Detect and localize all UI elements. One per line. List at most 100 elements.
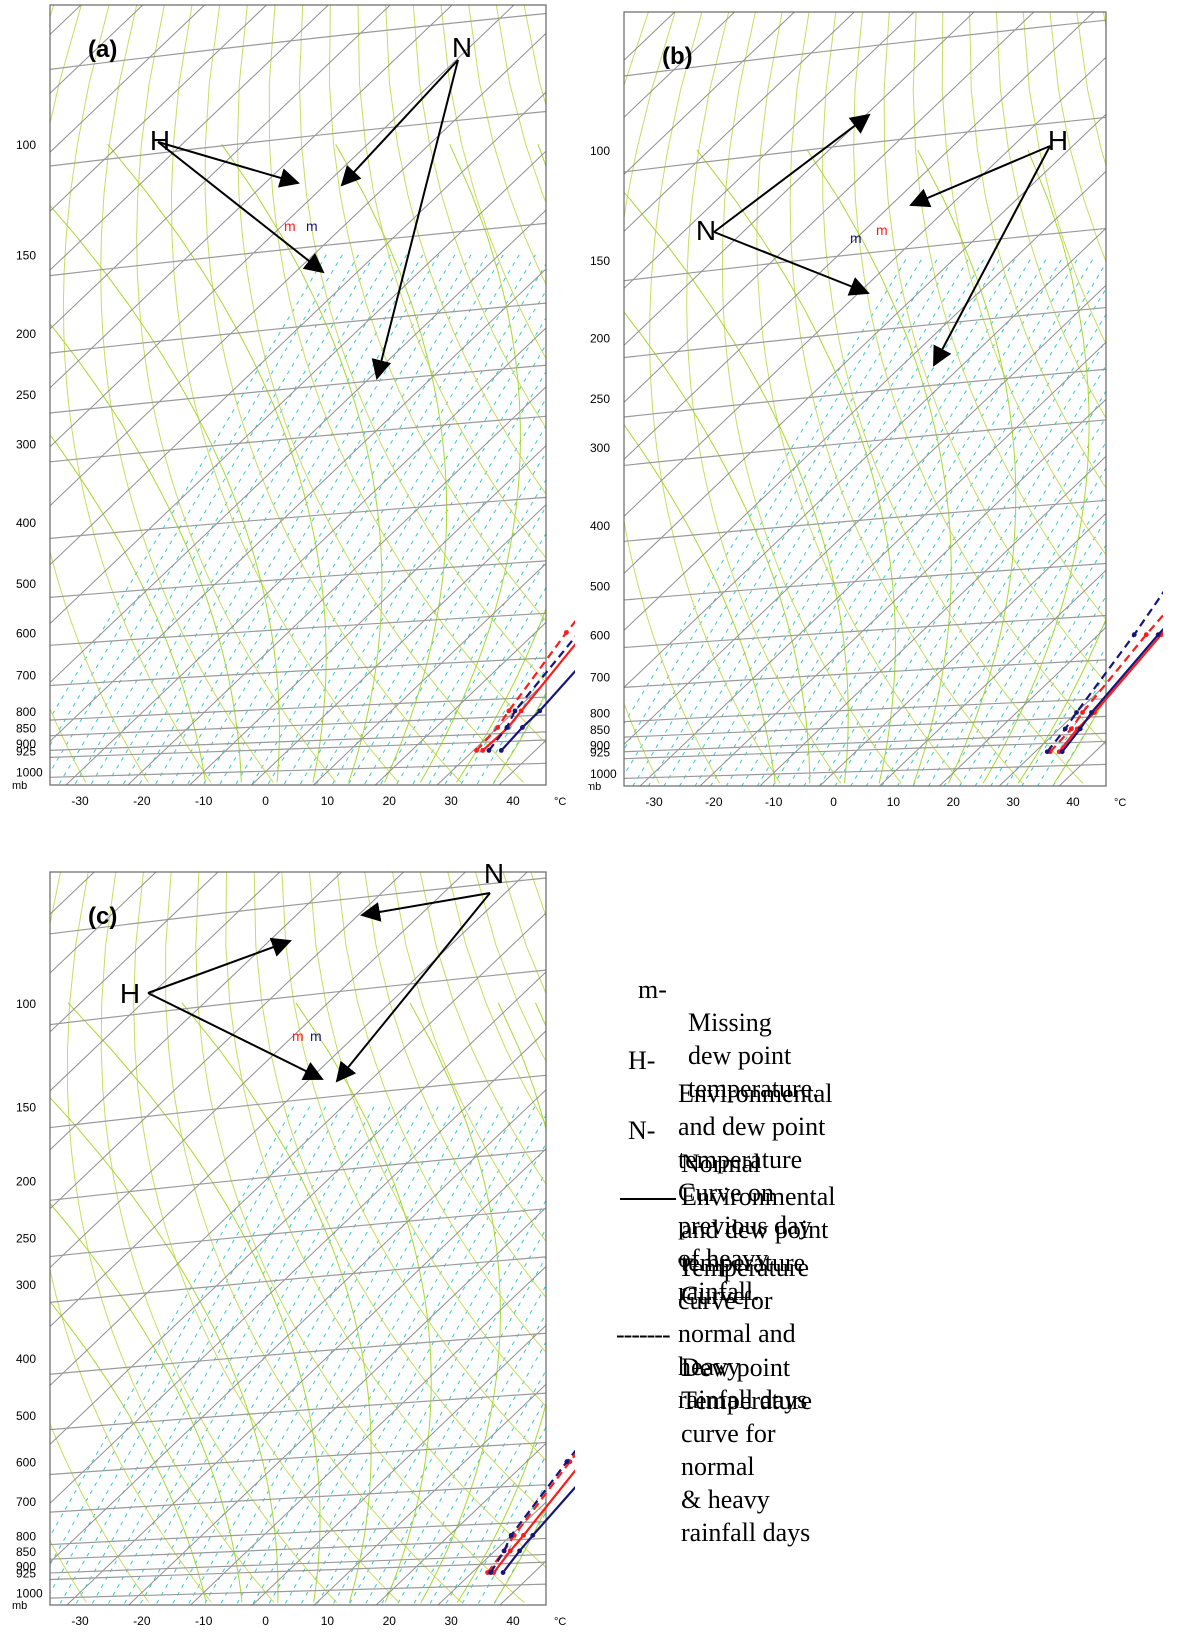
mixing-ratio-line [772, 259, 1093, 786]
mixing-ratio-line [50, 1106, 311, 1566]
isotherm [499, 1560, 546, 1605]
isobar [50, 969, 546, 1026]
temperature-unit-label: °C [554, 1616, 566, 1628]
mixing-ratio-line [300, 1171, 546, 1605]
isotherm [375, 1442, 546, 1605]
isobar [50, 1392, 546, 1431]
arrow-h [933, 145, 1051, 367]
dry-adiabat [495, 5, 546, 204]
isobar [624, 419, 1106, 467]
pressure-tick-label: 700 [16, 1495, 36, 1509]
data-point [507, 1548, 513, 1554]
pressure-tick-label: 200 [16, 327, 36, 341]
mixing-ratio-line [663, 259, 984, 786]
isobar [50, 1208, 546, 1258]
temperature-tick-label: -10 [765, 795, 783, 809]
mixing-ratio-line [284, 1142, 546, 1605]
moist-adiabat [493, 691, 546, 783]
legend-text-solid: Temperature curve for normal and heavy r… [678, 1253, 809, 1414]
pressure-tick-label: 1000 [16, 1587, 43, 1601]
mixing-ratio-line [50, 254, 327, 720]
temperature-tick-label: 30 [1006, 795, 1020, 809]
mixing-ratio-line [395, 532, 546, 785]
dry-adiabat [941, 12, 1106, 556]
mixing-ratio-line [412, 1369, 546, 1605]
pressure-tick-label: 300 [16, 438, 36, 452]
dry-adiabat [170, 5, 399, 783]
mixing-ratio-line [476, 667, 546, 785]
isotherm [624, 113, 1106, 575]
legend-text-missing: Missing dew point temperature. [688, 1008, 819, 1103]
dry-adiabat [253, 872, 546, 1515]
pressure-tick-label: 250 [590, 392, 610, 406]
dry-adiabats [50, 872, 546, 1603]
dry-adiabat [204, 5, 462, 783]
isobar [50, 696, 546, 721]
dry-adiabat [502, 872, 546, 995]
legend-item-normal: N- Normal Environmental and dew point te… [628, 1081, 836, 1310]
temperature-tick-label: 10 [887, 795, 901, 809]
pressure-tick-label: 800 [16, 1529, 36, 1543]
skewt-panel-c: 1001502002503004005006007008008509009251… [12, 858, 575, 1628]
pressure-tick-label: 800 [16, 705, 36, 719]
data-point [518, 708, 524, 714]
dry-adiabats [50, 5, 575, 783]
mixing-ratio-line [122, 254, 440, 785]
dry-adiabat [50, 872, 212, 1603]
dry-adiabat [552, 5, 575, 782]
pressure-tick-label: 150 [16, 1101, 36, 1115]
isobar [50, 110, 546, 167]
isobar [50, 731, 546, 751]
isobar [624, 659, 1106, 688]
mixing-ratio-line [787, 262, 1106, 786]
isotherm [624, 56, 1106, 518]
moist-adiabat [409, 1002, 501, 1603]
mixing-ratio-line [850, 364, 1106, 786]
series-dew_point-n [489, 1449, 575, 1574]
isotherm [879, 569, 1106, 786]
mixing-ratio-line [123, 1106, 407, 1605]
missing-marker: m [310, 1028, 322, 1044]
dry-adiabat [298, 5, 546, 684]
isotherm [624, 284, 1106, 746]
isotherm [624, 12, 1095, 461]
isobar [50, 1537, 546, 1560]
isotherm [50, 5, 82, 36]
annotation-h: H [120, 978, 140, 1009]
data-point [512, 708, 518, 714]
data-point [1080, 710, 1085, 715]
dry-adiabat [624, 12, 721, 784]
pressure-tick-label: 150 [590, 254, 610, 268]
isotherm [50, 971, 546, 1446]
temperature-tick-label: 40 [1066, 795, 1080, 809]
temperature-tick-label: 30 [444, 794, 458, 808]
isotherm [128, 1206, 546, 1605]
missing-marker: m [306, 218, 318, 234]
isobar [50, 714, 546, 737]
temperature-tick-label: -30 [71, 794, 89, 808]
mixing-ratio-line [50, 254, 359, 774]
dry-adiabat [440, 5, 546, 360]
data-point [1131, 632, 1137, 638]
skewt-panel-b: 1001502002503004005006007008008509009251… [588, 11, 1163, 809]
moist-adiabat [107, 143, 327, 783]
mixing-ratio-line [299, 370, 546, 785]
temperature-tick-label: -10 [195, 794, 213, 808]
dry-adiabat [530, 872, 546, 918]
isobar [624, 715, 1106, 738]
data-point [480, 748, 486, 753]
mixing-ratio-line [803, 287, 1106, 786]
mixing-ratio-line [380, 1312, 546, 1605]
dry-adiabat [225, 872, 546, 1569]
isobar [624, 19, 1106, 77]
missing-marker: m [850, 230, 862, 246]
isotherm [699, 398, 1106, 786]
data-point [1062, 726, 1068, 732]
plot-area [50, 872, 546, 1605]
mixing-ratio-line [171, 1106, 455, 1605]
mixing-ratio-line [50, 1106, 327, 1595]
mixing-ratio-line [187, 1106, 471, 1605]
isotherms [50, 872, 546, 1605]
isobar [624, 227, 1106, 282]
mixing-ratio-line [267, 1114, 546, 1605]
